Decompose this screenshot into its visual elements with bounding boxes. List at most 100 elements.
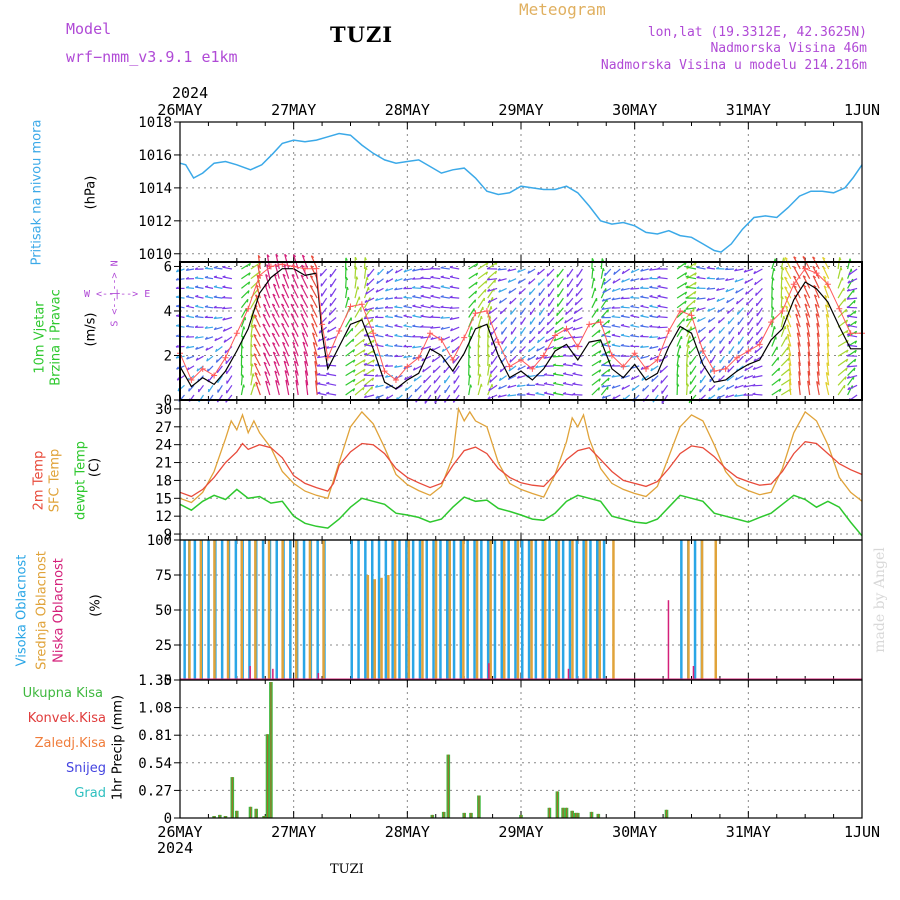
wind-arrow-head [403, 314, 407, 317]
wind-arrow-head [488, 363, 491, 368]
precip-conv-bar [463, 812, 465, 818]
wind-arrow [640, 345, 649, 348]
wind-arrow-head [519, 349, 521, 353]
cloud-bar [598, 540, 601, 680]
wind-arrow-head [778, 367, 781, 372]
wind-arrow-head [598, 329, 601, 334]
wind-arrow-head [685, 318, 689, 322]
wind-arrow-head [603, 281, 606, 285]
wind-arrow [697, 316, 706, 323]
wind-gust-marker [427, 330, 434, 337]
wind-arrow [345, 369, 356, 377]
precip-conv-bar [213, 816, 215, 818]
wind-arrow-head [363, 373, 367, 376]
wind-arrow [223, 326, 233, 332]
wind-gust-marker [347, 303, 354, 310]
wind-arrow [430, 336, 441, 340]
wind-arrow-head [394, 344, 398, 347]
wind-arrow-head [787, 333, 791, 337]
wind-arrow-head [683, 318, 685, 322]
wind-arrow [631, 384, 640, 392]
wind-arrow-head [485, 280, 488, 284]
precip-conv-bar [231, 777, 233, 818]
precip-conv-bar [575, 812, 577, 818]
wind-arrow [205, 345, 214, 351]
wind-arrow-head [793, 285, 797, 288]
wind-arrow [649, 305, 659, 309]
wind-arrow-head [327, 320, 331, 325]
wind-arrow-head [474, 299, 477, 303]
wind-arrow [434, 384, 441, 394]
wind-arrow-head [516, 384, 520, 387]
wind-arrow-head [204, 275, 209, 278]
wind-arrow [737, 336, 744, 345]
wind-arrow [752, 384, 763, 387]
wind-arrow-head [314, 360, 318, 365]
cloud-bar [188, 540, 191, 680]
wind-arrow [814, 304, 820, 318]
wind-arrow [262, 304, 271, 318]
wind-gust-marker [472, 310, 479, 317]
wind-arrow [385, 394, 394, 400]
wind-arrow [432, 365, 441, 374]
cloud-bar [249, 666, 251, 680]
wind-arrow [529, 297, 536, 306]
wind-arrow [591, 308, 599, 318]
wind-arrow-head [825, 313, 829, 317]
wind-arrow [468, 374, 471, 386]
wind-arrow-head [692, 308, 695, 312]
wind-arrow [794, 304, 801, 318]
wind-arrow-head [213, 275, 218, 278]
wind-arrow [468, 299, 476, 309]
wind-arrow-head [498, 300, 502, 304]
wind-arrow-head [846, 364, 850, 368]
wind-arrow [755, 336, 763, 345]
wind-arrow-head [736, 311, 739, 315]
wind-arrow [611, 316, 621, 319]
wind-arrow-head [725, 386, 729, 390]
wind-arrow-head [326, 391, 330, 394]
wind-arrow [310, 313, 318, 328]
wind-arrow [743, 384, 754, 388]
wind-arrow [403, 355, 412, 359]
wind-arrow-head [685, 275, 689, 278]
wind-arrow-head [474, 290, 478, 294]
wind-arrow [213, 267, 223, 270]
wind-arrow [847, 367, 856, 377]
wind-arrow-head [802, 255, 806, 259]
wind-arrow [630, 315, 640, 319]
wind-arrow-head [816, 322, 820, 326]
wind-arrow [510, 317, 517, 325]
wind-arrow [375, 325, 384, 328]
wind-arrow [630, 287, 640, 290]
wind-arrow-head [601, 395, 605, 399]
wind-arrow-head [414, 388, 417, 393]
wind-arrow [364, 394, 375, 399]
wind-arrow [591, 339, 601, 347]
wind-arrow-head [253, 324, 257, 327]
wind-arrow-head [544, 391, 548, 394]
wind-arrow [728, 336, 735, 345]
wind-arrow-head [205, 347, 209, 351]
wind-arrow-head [204, 315, 208, 318]
wind-arrow-head [497, 278, 501, 282]
wind-arrow [649, 286, 659, 289]
wind-arrow [450, 336, 460, 343]
wind-arrow-head [640, 324, 644, 327]
wind-arrow-head [251, 363, 254, 367]
wind-arrow-head [177, 387, 180, 392]
wind-arrow [601, 325, 611, 328]
wind-gust-marker [358, 301, 365, 308]
cloud-bar [220, 540, 224, 680]
wind-arrow-head [814, 303, 818, 307]
wind-arrow-head [537, 330, 540, 335]
wind-arrow-head [494, 279, 496, 283]
precip-conv-bar [236, 810, 238, 818]
wind-arrow [354, 338, 365, 347]
wind-arrow-head [469, 384, 473, 388]
wind-arrow-head [412, 277, 416, 280]
wind-arrow-head [363, 395, 367, 399]
wind-arrow [430, 305, 441, 309]
precip-conv-bar [520, 814, 522, 818]
wind-arrow [477, 262, 489, 270]
